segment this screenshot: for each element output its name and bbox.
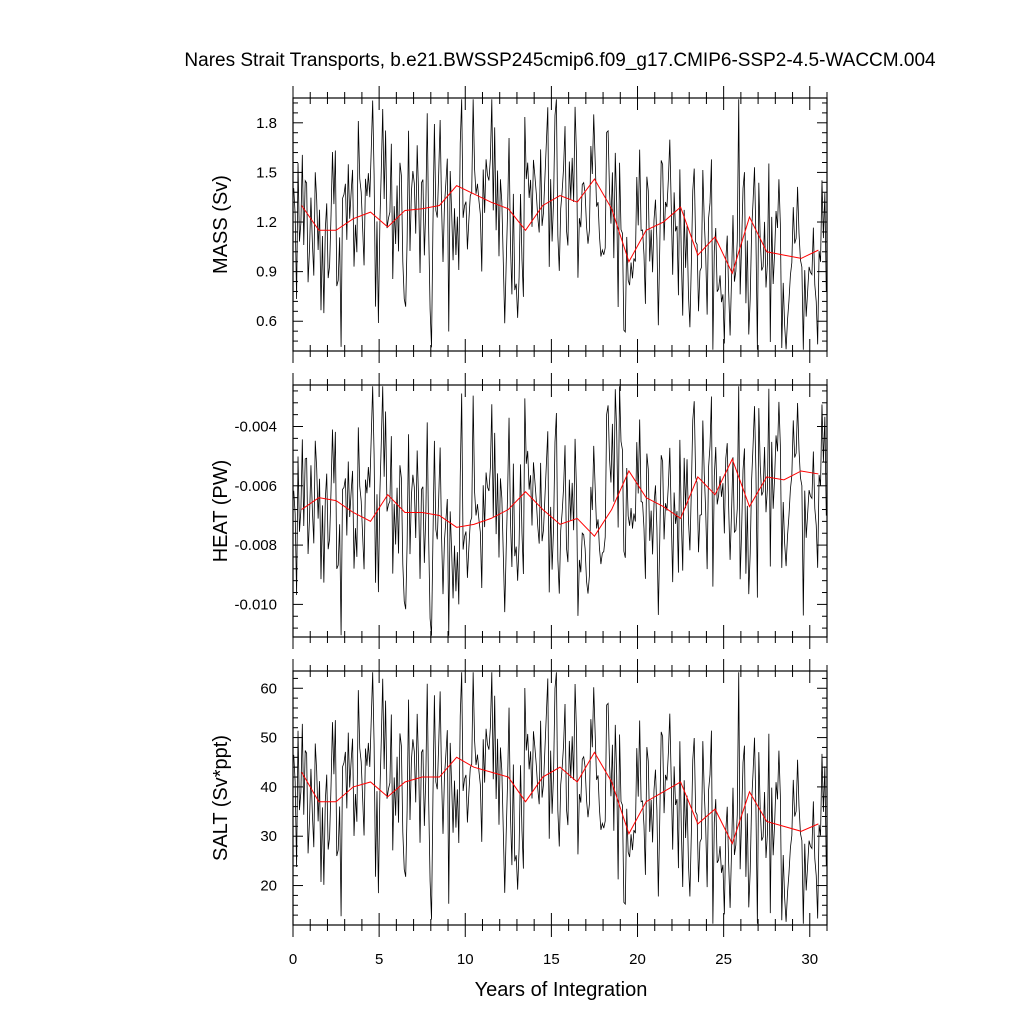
y-tick-label: 20 — [260, 878, 277, 895]
panel-frame — [292, 97, 828, 352]
x-tick-label: 10 — [457, 951, 474, 968]
x-axis-label: Years of Integration — [475, 979, 648, 1001]
y-tick-label: 1.5 — [256, 164, 277, 181]
series-annual-mean — [301, 751, 819, 845]
y-tick-label: 50 — [260, 730, 277, 747]
panel-1: 0.6 0.9 1.2 1.5 1.8 MASS (Sv) — [210, 86, 828, 363]
y-tick-label: 1.8 — [256, 115, 277, 132]
y-tick-label: 30 — [260, 828, 277, 845]
panel-frame — [292, 670, 828, 926]
series-annual-mean — [301, 457, 819, 538]
y-tick-label: 40 — [260, 779, 277, 796]
y-axis-label: SALT (Sv*ppt) — [210, 735, 232, 861]
y-tick-label: 0.6 — [256, 313, 277, 330]
y-tick-label: 0.9 — [256, 264, 277, 281]
y-tick-label: 60 — [260, 680, 277, 697]
x-tick-label: 20 — [629, 951, 646, 968]
series-annual-mean — [301, 178, 819, 275]
series-monthly — [293, 99, 827, 350]
x-tick-label: 25 — [715, 951, 732, 968]
y-axis-label: MASS (Sv) — [210, 175, 232, 274]
x-tick-label: 0 — [289, 951, 297, 968]
x-tick-labels: 0 5 10 15 20 25 30 — [289, 951, 818, 968]
panel-3: 20 30 40 50 60 SALT (Sv*ppt) — [210, 659, 828, 937]
x-tick-label: 5 — [375, 951, 383, 968]
series-monthly — [293, 672, 827, 924]
y-axis-label: HEAT (PW) — [210, 460, 232, 563]
y-tick-label: -0.006 — [234, 478, 277, 495]
x-tick-label: 30 — [801, 951, 818, 968]
chart-title: Nares Strait Transports, b.e21.BWSSP245c… — [184, 50, 936, 71]
series-monthly — [293, 386, 827, 636]
panel-frame — [292, 384, 828, 638]
y-tick-label: -0.008 — [234, 537, 277, 554]
y-tick-label: -0.010 — [234, 596, 277, 613]
y-tick-label: -0.004 — [234, 419, 277, 436]
y-tick-label: 1.2 — [256, 214, 277, 231]
x-tick-label: 15 — [543, 951, 560, 968]
panel-2: -0.010 -0.008 -0.006 -0.004 HEAT (PW) — [210, 373, 828, 649]
